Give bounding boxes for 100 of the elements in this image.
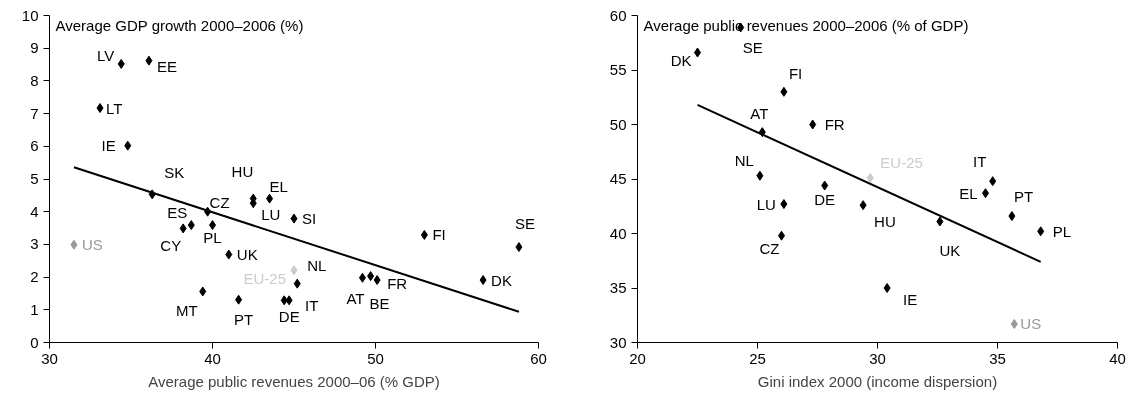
point xyxy=(225,249,233,260)
annotation: SE xyxy=(742,38,763,56)
annotation: CZ xyxy=(759,240,780,258)
annotation: IE xyxy=(903,290,918,308)
y-tick-label: 0 xyxy=(30,333,39,351)
point xyxy=(266,193,274,204)
point xyxy=(479,275,487,286)
y-tick-label: 1 xyxy=(30,300,39,318)
annotation: IE xyxy=(101,137,116,155)
annotation: FR xyxy=(387,274,408,292)
y-tick-label: 60 xyxy=(609,6,627,24)
point xyxy=(373,275,381,286)
x-tick-label: 40 xyxy=(204,349,221,367)
series-label: US xyxy=(1020,315,1042,333)
annotation: FR xyxy=(824,116,845,133)
x-tick-label: 50 xyxy=(367,349,384,367)
y-tick-label: 7 xyxy=(30,104,39,122)
point xyxy=(780,86,788,97)
point xyxy=(290,265,298,276)
x-axis-title: Average public revenues 2000–06 (% GDP) xyxy=(148,372,440,390)
annotation: IT xyxy=(305,296,319,314)
x-tick-label: 35 xyxy=(989,349,1006,367)
point xyxy=(293,278,301,289)
y-tick-label: 9 xyxy=(30,39,39,57)
annotation: FI xyxy=(432,226,446,244)
y-tick-label: 45 xyxy=(609,170,627,187)
y-tick-label: 3 xyxy=(30,235,39,253)
point xyxy=(1010,318,1018,329)
y-tick-label: 40 xyxy=(609,224,627,242)
y-tick-label: 6 xyxy=(30,137,39,155)
point xyxy=(420,229,428,240)
annotation: SK xyxy=(164,163,185,181)
point xyxy=(809,119,817,130)
y-axis-title: Average public revenues 2000–2006 (% of GDP) xyxy=(643,16,969,34)
annotation: EE xyxy=(156,58,177,76)
point xyxy=(179,223,187,234)
point xyxy=(70,239,78,250)
annotation: HU xyxy=(231,163,254,181)
point xyxy=(756,170,764,181)
series-label: US xyxy=(81,236,103,254)
annotation: FI xyxy=(788,65,803,83)
point xyxy=(96,103,104,114)
point xyxy=(124,140,132,151)
annotation: LU xyxy=(756,195,776,213)
x-tick-label: 60 xyxy=(530,349,547,367)
y-tick-label: 2 xyxy=(30,268,39,286)
y-tick-label: 10 xyxy=(21,6,39,24)
y-tick-label: 50 xyxy=(609,115,627,133)
annotation: DE xyxy=(814,191,836,209)
annotation: CY xyxy=(160,236,182,254)
y-tick-label: 8 xyxy=(30,71,39,89)
x-tick-label: 25 xyxy=(749,349,766,367)
point xyxy=(1008,211,1016,222)
annotation: LU xyxy=(261,205,281,223)
annotation: LT xyxy=(106,99,123,117)
point xyxy=(989,176,997,187)
point xyxy=(367,271,375,282)
point xyxy=(187,220,195,231)
point xyxy=(117,58,125,69)
annotation: DK xyxy=(670,52,692,70)
y-tick-label: 5 xyxy=(30,170,39,187)
x-tick-label: 40 xyxy=(1109,349,1126,367)
y-tick-label: 30 xyxy=(609,333,627,351)
point xyxy=(280,295,288,306)
y-tick-label: 35 xyxy=(609,279,627,296)
annotation: SE xyxy=(514,214,535,232)
x-tick-label: 30 xyxy=(869,349,886,367)
x-tick-label: 20 xyxy=(629,349,646,367)
point xyxy=(145,55,153,66)
annotation: PT xyxy=(234,311,254,329)
x-axis-title: Gini index 2000 (income dispersion) xyxy=(757,372,998,390)
point xyxy=(1037,226,1045,237)
point xyxy=(515,242,523,253)
annotation: ES xyxy=(167,203,188,221)
x-tick-label: 30 xyxy=(41,349,58,367)
annotation: AT xyxy=(346,290,365,308)
point xyxy=(936,216,944,227)
point xyxy=(780,199,788,210)
point xyxy=(290,213,298,224)
annotation: SI xyxy=(302,210,317,228)
point xyxy=(285,295,293,306)
y-tick-label: 4 xyxy=(30,202,39,220)
annotation: DE xyxy=(278,307,300,325)
point xyxy=(235,294,243,305)
annotation: PT xyxy=(1013,187,1034,205)
annotation: LV xyxy=(96,47,115,65)
annotation: UK xyxy=(939,242,961,260)
point xyxy=(859,200,867,211)
annotation: NL xyxy=(307,257,327,275)
point xyxy=(199,286,207,297)
annotation: EL xyxy=(269,178,288,196)
y-axis-title: Average GDP growth 2000–2006 (%) xyxy=(55,16,304,34)
annotation: PL xyxy=(203,228,222,246)
y-tick-label: 55 xyxy=(609,61,627,78)
annotation: BE xyxy=(369,294,390,312)
annotation: IT xyxy=(973,152,987,170)
annotation: MT xyxy=(176,301,198,319)
point xyxy=(883,283,891,293)
annotation: HU xyxy=(874,212,896,230)
annotation: AT xyxy=(750,104,769,122)
